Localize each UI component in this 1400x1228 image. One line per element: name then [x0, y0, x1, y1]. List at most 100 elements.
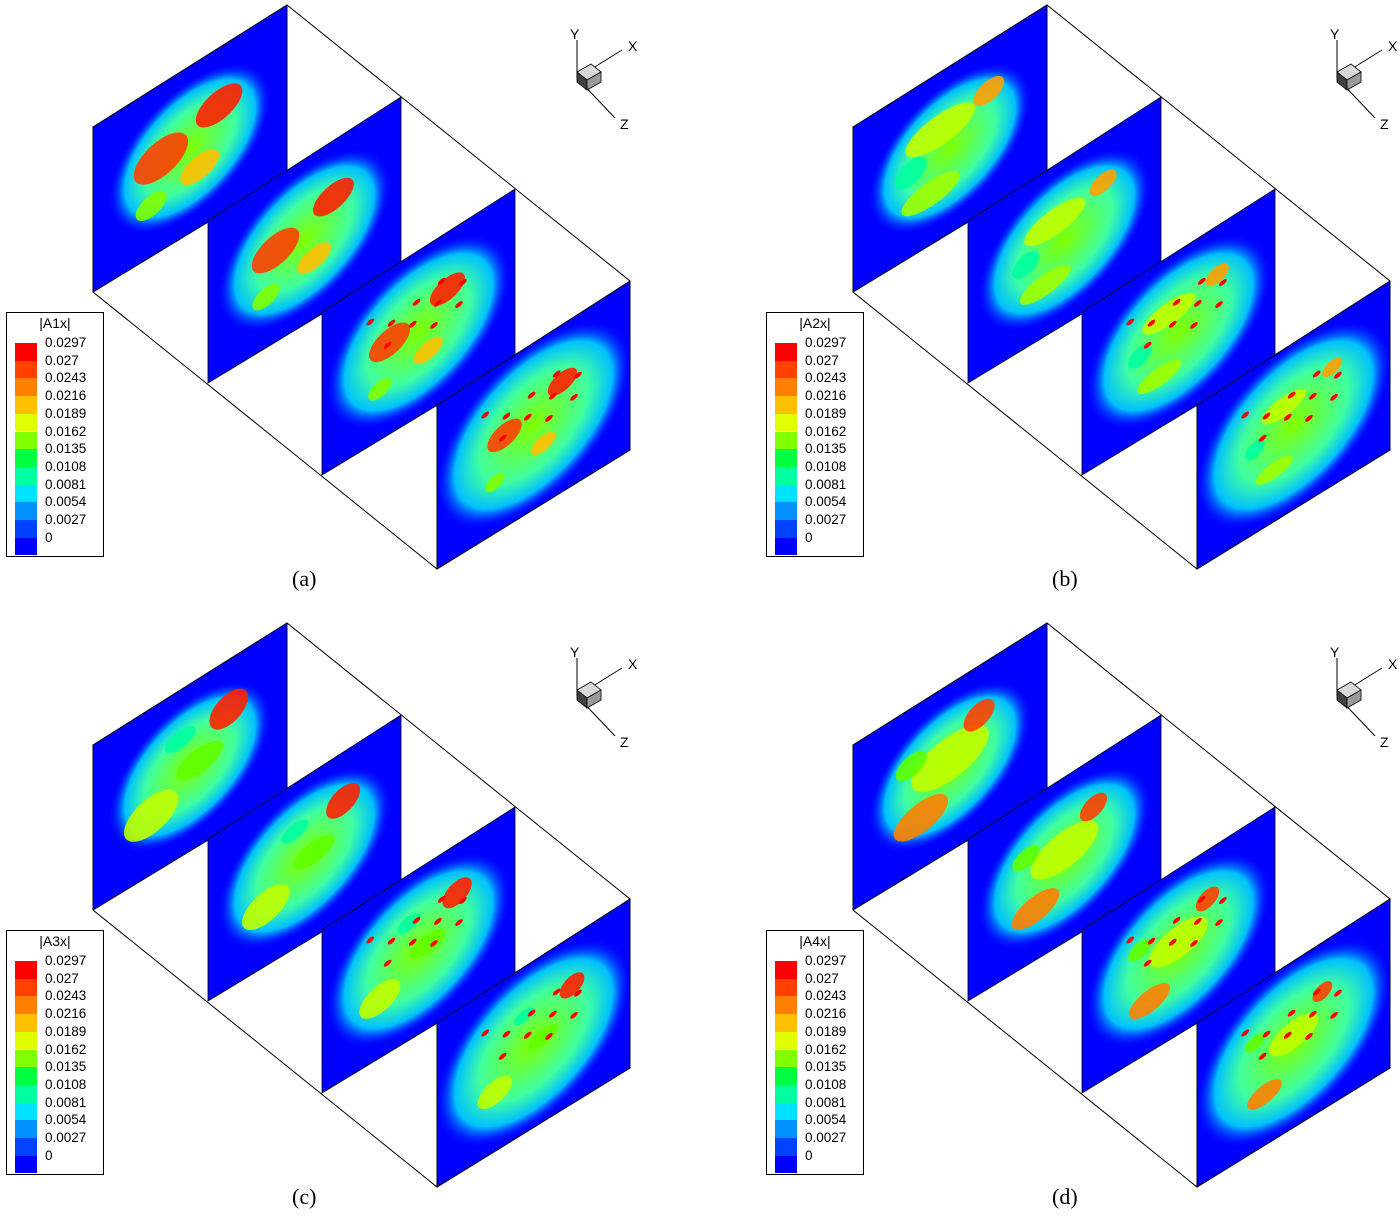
legend-level: 0.0189	[45, 1023, 87, 1039]
slice-3	[1081, 806, 1276, 1094]
axis-triad: Y X Z	[1320, 644, 1400, 750]
colorbar-legend: |A2x| 0.0297 0.027 0.0243 0.0216 0.0189 0.0162…	[766, 312, 864, 557]
legend-swatch	[15, 466, 37, 485]
legend-level: 0.0135	[805, 441, 847, 457]
legend-swatch	[15, 413, 37, 432]
legend-swatch	[775, 484, 797, 503]
slice-1	[92, 622, 288, 911]
panel-caption: (a)	[292, 566, 317, 591]
legend-level: 0.027	[805, 970, 839, 986]
axis-label-z: Z	[1380, 116, 1389, 132]
scene-b	[852, 4, 1391, 570]
slice-2	[207, 714, 402, 1002]
legend-level: 0.0297	[45, 953, 87, 968]
legend-level: 0	[805, 1147, 813, 1163]
slice-1	[92, 4, 288, 293]
legend-level: 0.0135	[45, 441, 87, 457]
legend-level: 0.0135	[45, 1059, 87, 1075]
legend-swatch	[15, 431, 37, 450]
legend-level: 0.0081	[45, 476, 87, 492]
slice-1	[852, 4, 1048, 293]
slice-2	[967, 96, 1162, 384]
legend-swatch	[15, 484, 37, 503]
legend-swatch	[775, 378, 797, 397]
panel-c: |A3x| 0.0297 0.027 0.0243 0.0216 0.0189 0.0162…	[0, 618, 700, 1228]
slice-4	[1196, 280, 1391, 570]
legend-swatch	[15, 502, 37, 520]
legend-swatch	[15, 449, 37, 467]
legend-swatch	[775, 360, 797, 379]
legend-swatch	[15, 1014, 37, 1032]
legend-swatch	[775, 1084, 797, 1103]
axis-label-x: X	[628, 656, 638, 672]
slice-4	[1196, 898, 1391, 1188]
slice-2	[207, 96, 402, 384]
legend-swatch	[15, 537, 37, 556]
legend-swatch	[775, 1031, 797, 1050]
legend-swatch	[775, 1138, 797, 1156]
legend-swatch	[775, 396, 797, 414]
legend-level: 0.0081	[45, 1094, 87, 1110]
legend-level: 0.0054	[45, 1112, 87, 1128]
legend-level: 0.0162	[45, 423, 87, 439]
scene-c	[92, 622, 631, 1188]
slice-2	[967, 714, 1162, 1002]
legend-swatch	[15, 996, 37, 1015]
legend-level: 0.0297	[45, 335, 87, 350]
slice-3	[1081, 188, 1276, 476]
legend-swatch	[15, 1084, 37, 1103]
legend-level: 0.0189	[45, 405, 87, 421]
legend-level: 0.0027	[805, 512, 847, 527]
slice-3	[321, 806, 516, 1094]
legend-level: 0.0297	[805, 335, 847, 350]
legend-level: 0.0189	[805, 405, 847, 421]
axis-label-z: Z	[620, 734, 629, 750]
axis-label-y: Y	[570, 26, 580, 42]
panel-caption: (c)	[292, 1184, 317, 1209]
legend-level: 0.0216	[45, 1006, 87, 1022]
legend-swatch	[775, 978, 797, 997]
legend-swatch	[15, 1155, 37, 1174]
legend-swatch	[775, 502, 797, 520]
legend-level: 0.0162	[45, 1041, 87, 1057]
legend-level: 0.0081	[805, 1094, 847, 1110]
legend-level: 0.027	[45, 352, 79, 368]
legend-level: 0.0081	[805, 476, 847, 492]
legend-swatch	[15, 343, 37, 361]
axis-label-y: Y	[1330, 644, 1340, 660]
axis-triad: Y X Z	[560, 26, 680, 132]
legend-swatch	[15, 1138, 37, 1156]
legend-swatch	[15, 1031, 37, 1050]
legend-level: 0.027	[45, 970, 79, 986]
panel-b: |A2x| 0.0297 0.027 0.0243 0.0216 0.0189 0.0162…	[760, 0, 1400, 610]
legend-swatch	[15, 378, 37, 397]
legend-level: 0.0243	[45, 370, 87, 386]
legend-level: 0.0027	[45, 1130, 87, 1145]
legend-level: 0.0189	[805, 1023, 847, 1039]
legend-swatch	[15, 961, 37, 979]
legend-title: |A1x|	[39, 315, 71, 331]
legend-level: 0	[805, 529, 813, 545]
axis-label-z: Z	[620, 116, 629, 132]
panel-d: |A4x| 0.0297 0.027 0.0243 0.0216 0.0189 0.0162…	[760, 618, 1400, 1228]
legend-level: 0.0297	[805, 953, 847, 968]
legend-level: 0.0108	[45, 1076, 87, 1092]
legend-level: 0.0243	[805, 988, 847, 1004]
legend-swatch	[775, 537, 797, 556]
legend-swatch	[775, 961, 797, 979]
colorbar-legend: |A4x| 0.0297 0.027 0.0243 0.0216 0.0189 0.0162…	[766, 930, 864, 1175]
legend-swatch	[15, 520, 37, 538]
legend-swatch	[15, 360, 37, 379]
axis-label-x: X	[1388, 656, 1398, 672]
legend-level: 0.0027	[45, 512, 87, 527]
legend-level: 0.0027	[805, 1130, 847, 1145]
legend-level: 0	[45, 529, 53, 545]
slice-1	[852, 622, 1048, 911]
axis-label-y: Y	[570, 644, 580, 660]
legend-swatch	[775, 520, 797, 538]
legend-level: 0.0216	[805, 388, 847, 404]
legend-swatch	[775, 1049, 797, 1068]
legend-swatch	[775, 996, 797, 1015]
legend-level: 0	[45, 1147, 53, 1163]
legend-title: |A3x|	[39, 933, 71, 949]
